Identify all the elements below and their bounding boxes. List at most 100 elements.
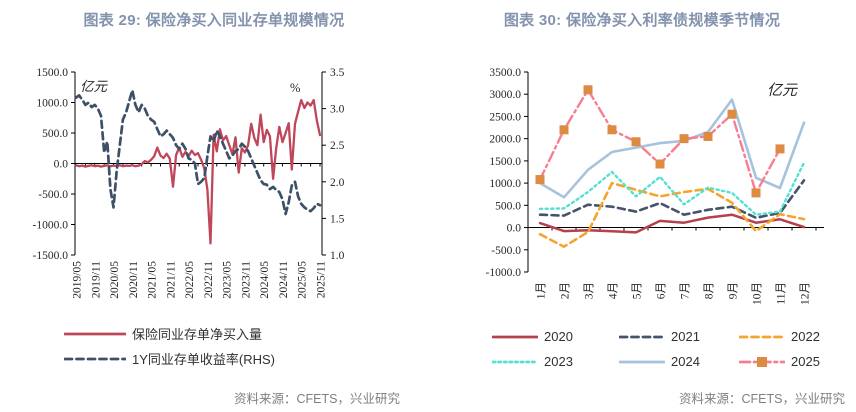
right-y-tick-label: 2.5 [330,140,345,152]
x-tick-label: 2022/11 [203,261,215,299]
x-tick-label: 10月 [752,282,764,305]
legend-swatch-2024 [619,360,665,363]
legend-item-2024: 2024 [619,354,739,369]
y-tick-label: -1000.0 [486,267,522,279]
x-tick-label: 4月 [608,282,620,299]
left-y-tick-label: -500.0 [38,189,68,201]
x-tick-label: 8月 [704,282,716,299]
legend-item-2023: 2023 [492,354,619,369]
series-marker-2025 [679,134,689,144]
legend-label: 2020 [544,329,573,344]
legend-swatch-2020 [492,335,538,338]
x-tick-label: 2021/11 [165,261,177,299]
legend-label: 2025 [791,354,820,369]
x-tick-label: 2020/05 [109,261,121,299]
series-line-2024 [538,98,806,199]
x-tick-label: 2024/11 [278,261,290,299]
figure-29-chart: 1500.0 1000.0 500.0 0.0 -500.0 -1000.0 -1500.0… [33,67,345,299]
legend-item-2025: 2025 [739,354,820,369]
series-marker-2025 [559,125,569,135]
y-tick-label: 2500.0 [489,111,521,123]
right-y-tick-label: 3.0 [330,104,345,116]
series-line-2021 [538,179,806,220]
x-tick-label: 5月 [632,282,644,299]
left-y-tick-label: 1500.0 [36,67,68,79]
right-y-tick-label: 2.0 [330,177,345,189]
legend-label: 2021 [671,329,700,344]
legend-swatch-1Y同业存单收益率(RHS) [64,357,126,360]
y-tick-label: 500.0 [495,200,521,212]
series-marker-2025 [751,188,761,198]
unit-label: 亿元 [767,82,798,99]
x-tick-label: 12月 [800,282,812,305]
legend-label: 2024 [671,354,700,369]
series-line-2022 [538,181,806,248]
right-y-tick-label: 1.0 [330,250,345,262]
x-tick-label: 2024/05 [259,261,271,299]
figure-30-legend: 2020 2021 2022 2023 2024 2025 [492,329,820,369]
figure-29-source: 资料来源：CFETS，兴业研究 [234,392,400,406]
x-tick-label: 2019/05 [72,261,84,299]
x-tick-label: 2023/11 [240,261,252,299]
x-tick-label: 3月 [584,282,596,299]
legend-label: 2023 [544,354,573,369]
series-marker-2025 [775,144,785,154]
series-line-保险同业存单净买入量 [74,98,322,245]
y-tick-label: 0.0 [507,223,522,235]
series-line-2023 [538,161,806,216]
figure-30-chart: 3500.0 3000.0 2500.0 2000.0 1500.0 1000.0 500.… [486,67,824,305]
x-tick-label: 2023/05 [222,261,234,299]
legend-swatch-2021 [619,335,665,338]
x-tick-label: 2025/11 [316,261,328,299]
x-tick-label: 2月 [560,282,572,299]
x-tick-label: 11月 [776,282,788,305]
right-y-tick-label: 3.5 [330,67,345,79]
x-tick-label: 6月 [656,282,668,299]
figure-29: 图表 29: 保险净买入同业存单规模情况 1500.0 1000.0 500.0 0.… [33,12,400,406]
unit-label-left: 亿元 [80,79,108,94]
figure-30-title: 图表 30: 保险净买入利率债规模季节情况 [503,12,781,29]
series-marker-2025 [703,131,713,141]
x-tick-label: 2021/05 [147,261,159,299]
left-y-tick-label: 1000.0 [36,98,68,110]
x-tick-label: 7月 [680,282,692,299]
y-tick-label: 3500.0 [489,67,521,79]
legend-item-2021: 2021 [619,329,739,344]
series-marker-2025 [607,125,617,135]
series-marker-2025 [583,85,593,95]
figure-29-legend: 保险同业存单净买入量 1Y同业存单收益率(RHS) [64,324,275,368]
x-tick-label: 1月 [536,282,548,299]
x-tick-label: 2020/11 [128,261,140,299]
unit-label-right: % [290,81,300,95]
legend-marker-square [757,356,767,367]
left-y-tick-label: 0.0 [54,159,69,171]
left-y-tick-label: -1000.0 [33,220,69,232]
series-marker-2025 [535,175,545,185]
legend-item-保险同业存单净买入量: 保险同业存单净买入量 [64,324,275,343]
x-tick-label: 9月 [728,282,740,299]
x-tick-label: 2022/05 [184,261,196,299]
series-marker-2025 [655,159,665,169]
y-tick-label: -500.0 [491,245,521,257]
legend-swatch-保险同业存单净买入量 [64,332,126,335]
legend-label: 1Y同业存单收益率(RHS) [132,352,276,367]
series-marker-2025 [631,137,641,147]
figure-30-source: 资料来源：CFETS，兴业研究 [679,392,845,406]
legend-item-2020: 2020 [492,329,619,344]
legend-swatch-2025 [739,356,785,367]
legend-swatch-2022 [739,335,785,338]
legend-label: 2022 [791,329,820,344]
series-line-2020 [538,213,806,234]
figure-30: 图表 30: 保险净买入利率债规模季节情况 3500.0 3000.0 2500.0… [428,0,856,412]
legend-swatch-2023 [492,360,538,363]
y-tick-label: 2000.0 [489,134,521,146]
series-marker-2025 [727,109,737,119]
y-tick-label: 1000.0 [489,178,521,190]
series-line-1Y同业存单收益率(RHS) [74,88,322,216]
legend-item-1Y同业存单收益率(RHS): 1Y同业存单收益率(RHS) [64,349,275,368]
legend-item-2022: 2022 [739,329,820,344]
legend-label: 保险同业存单净买入量 [132,327,263,342]
figure-29-title: 图表 29: 保险净买入同业存单规模情况 [83,12,345,29]
x-tick-label: 2019/11 [90,261,102,299]
